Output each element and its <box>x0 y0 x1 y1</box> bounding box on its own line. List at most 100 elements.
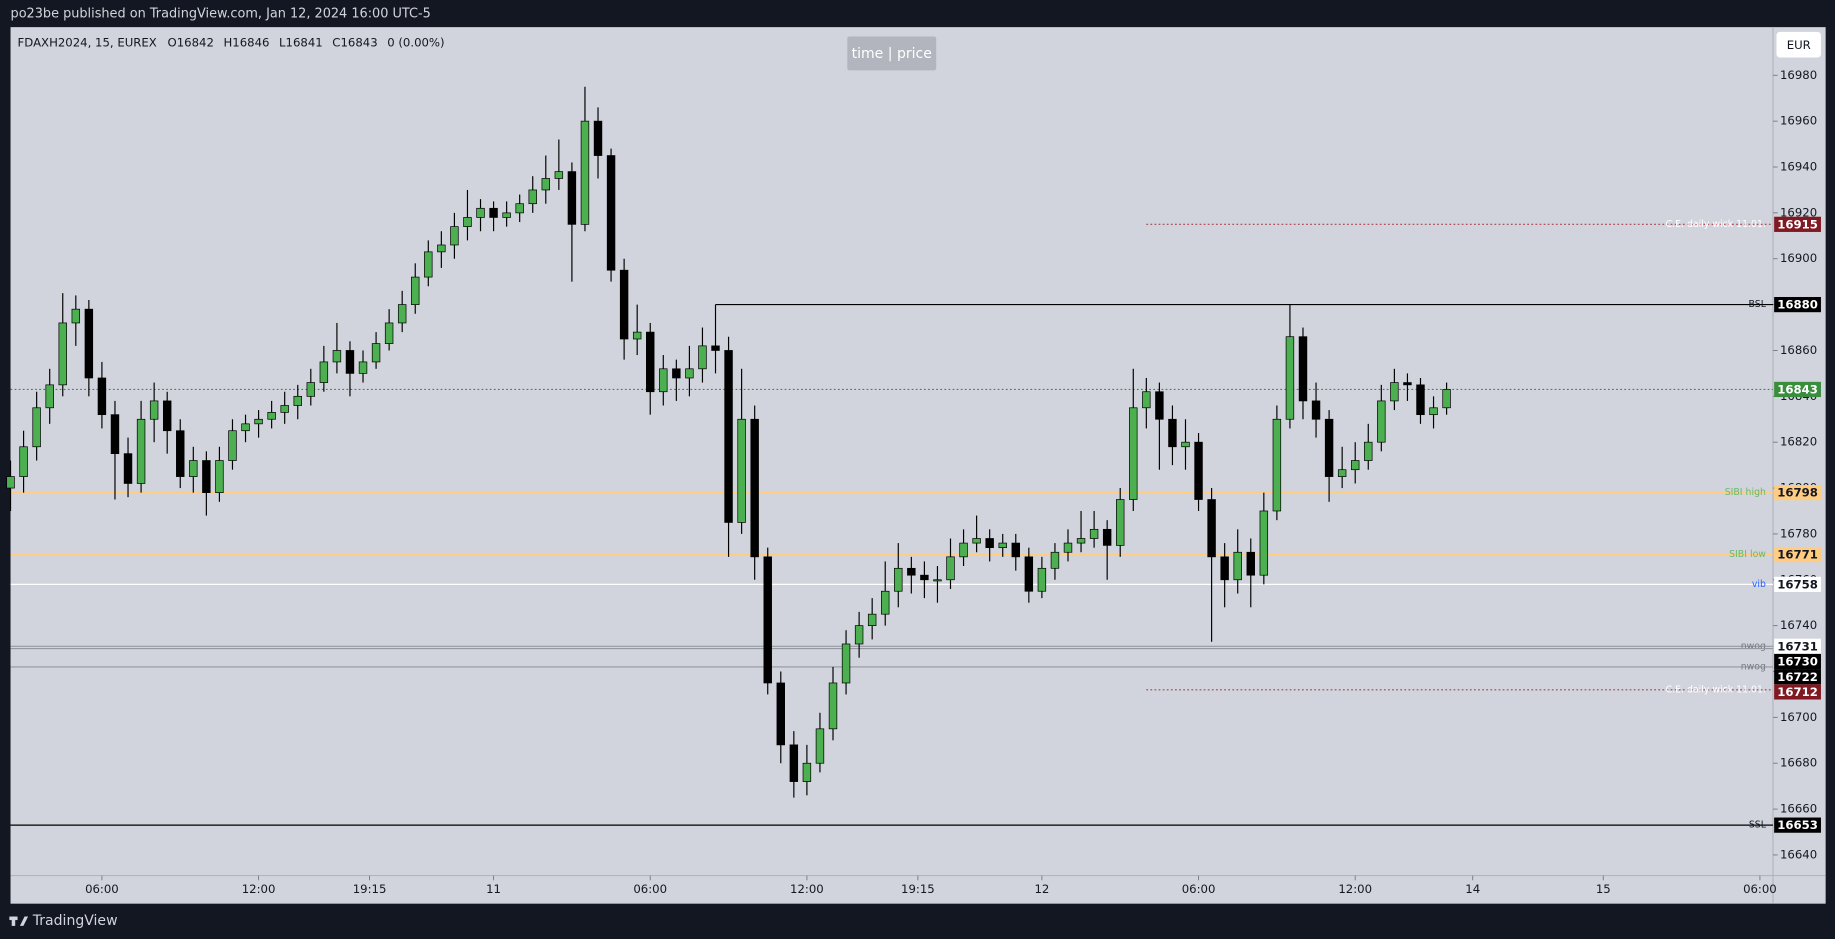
candle-body <box>554 171 564 179</box>
y-tick-label: 16920 <box>1780 205 1817 219</box>
candle-body <box>985 538 994 549</box>
candle-body <box>1050 551 1060 569</box>
price-box <box>1774 817 1821 833</box>
candle-body <box>136 418 146 484</box>
time-price-label[interactable]: time | price <box>852 46 932 62</box>
candle-body <box>176 430 185 477</box>
candle-body <box>162 400 172 432</box>
level-label: SIBI high <box>1725 487 1766 498</box>
candle-body <box>933 579 942 582</box>
x-tick-label: 12:00 <box>1338 882 1372 896</box>
candle-body <box>619 269 629 340</box>
price-box-label: 16722 <box>1777 670 1818 684</box>
y-tick-label: 16680 <box>1780 756 1817 770</box>
time-price-button[interactable] <box>847 36 937 71</box>
candle-body <box>6 476 15 489</box>
candle-body <box>815 728 825 764</box>
candle-body <box>646 331 655 393</box>
candle-body <box>802 762 812 782</box>
candle-body <box>1168 418 1177 448</box>
symbol: FDAXH2024, 15, EUREX <box>18 35 157 49</box>
candle-body <box>45 384 54 409</box>
candle-body <box>84 308 94 379</box>
candle-body <box>1181 441 1190 448</box>
candle-body <box>789 744 799 782</box>
price-box-label: 16798 <box>1777 486 1818 500</box>
y-tick-label: 16980 <box>1780 68 1817 82</box>
candle-body <box>580 120 590 225</box>
candle-body <box>1142 391 1151 409</box>
candle-body <box>1364 441 1373 461</box>
candle-body <box>254 418 263 425</box>
price-box <box>1774 381 1821 398</box>
price-box <box>1774 653 1821 670</box>
candle-body <box>280 405 289 413</box>
candle-body <box>58 322 67 386</box>
x-tick-label: 12 <box>1034 882 1049 896</box>
currency[interactable]: EUR <box>1787 38 1811 52</box>
candle-body <box>489 207 498 218</box>
price-box-label: 16880 <box>1777 298 1818 312</box>
brand: TradingView <box>32 913 118 929</box>
candle-body <box>215 460 224 493</box>
price-box-label: 16915 <box>1777 217 1818 231</box>
x-tick-label: 06:00 <box>85 882 119 896</box>
ohlc-close: C16843 <box>332 35 377 49</box>
ohlc-high: H16846 <box>223 35 269 49</box>
candle-body <box>1063 542 1073 553</box>
currency-box[interactable] <box>1776 31 1821 58</box>
x-tick-label: 06:00 <box>633 882 667 896</box>
candle-body <box>437 244 446 253</box>
candle-body <box>1194 441 1203 500</box>
candle-body <box>1011 542 1020 558</box>
y-tick-label: 16640 <box>1780 847 1817 861</box>
level-label: C.E. daily wick 11.01. <box>1666 684 1766 695</box>
x-tick-label: 12:00 <box>790 882 824 896</box>
ohlc-open: O16842 <box>168 35 214 49</box>
candle-body <box>358 361 368 374</box>
price-box-label: 16758 <box>1777 577 1818 591</box>
level-label: SSL <box>1749 820 1767 831</box>
candle-body <box>1377 400 1386 443</box>
level-label: C.E. daily wick 11.01. <box>1666 219 1766 230</box>
candle-body <box>1233 551 1242 581</box>
candle-body <box>1024 556 1034 592</box>
candle-body <box>19 446 28 477</box>
x-tick-label: 14 <box>1465 882 1480 896</box>
candle-body <box>659 368 668 393</box>
candle-body <box>528 189 537 205</box>
x-tick-label: 06:00 <box>1743 882 1777 896</box>
candle-body <box>567 171 577 225</box>
candle-body <box>1220 556 1229 581</box>
candle-body <box>672 368 681 379</box>
candle-body <box>541 178 551 191</box>
candle-body <box>424 251 433 278</box>
candle-body <box>1324 418 1334 477</box>
candle-body <box>267 412 276 420</box>
candle-body <box>1416 384 1425 416</box>
price-box-label: 16653 <box>1777 818 1818 832</box>
level-label: BSL <box>1749 299 1767 310</box>
candle-body <box>502 212 511 218</box>
candle-body <box>71 308 81 324</box>
candle-body <box>946 556 955 581</box>
y-tick-label: 16780 <box>1780 526 1817 540</box>
candle-body <box>593 120 603 156</box>
y-tick-label: 16700 <box>1780 710 1817 724</box>
candle-body <box>306 382 316 397</box>
candle-body <box>854 625 864 645</box>
candle-body <box>397 304 407 324</box>
candle-body <box>1442 389 1451 409</box>
candle-body <box>123 453 133 484</box>
candle-body <box>228 430 237 461</box>
y-tick-label: 16960 <box>1780 114 1817 128</box>
y-tick-label: 16900 <box>1780 251 1817 265</box>
price-box-label: 16730 <box>1777 655 1818 669</box>
x-tick-label: 12:00 <box>242 882 276 896</box>
candle-body <box>149 400 159 420</box>
candle-body <box>97 377 107 416</box>
candle-body <box>1129 407 1138 500</box>
candle-body <box>293 395 302 406</box>
price-box <box>1774 669 1821 685</box>
